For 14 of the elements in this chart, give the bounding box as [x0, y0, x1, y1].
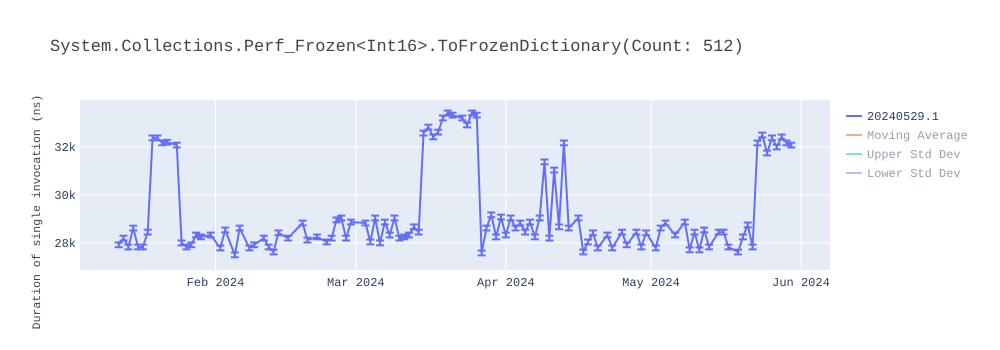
x-tick-label: Feb 2024 — [186, 276, 244, 290]
x-tick-label: Apr 2024 — [477, 276, 535, 290]
y-tick-label: 32k — [54, 140, 76, 155]
chart-title: System.Collections.Perf_Frozen<Int16>.ToFrozenDictionary(Count: 512) — [50, 38, 744, 57]
y-tick-label: 28k — [54, 236, 76, 251]
legend-label: Upper Std Dev — [867, 148, 961, 162]
y-tick-label: 30k — [54, 188, 76, 203]
legend-label: Lower Std Dev — [867, 167, 961, 181]
x-tick-label: Mar 2024 — [327, 276, 385, 290]
x-tick-label: Jun 2024 — [772, 276, 830, 290]
y-axis-title: Duration of single invocation (ns) — [31, 94, 44, 330]
legend-label: Moving Average — [867, 129, 968, 143]
legend-label: 20240529.1 — [867, 110, 940, 124]
x-tick-label: May 2024 — [622, 276, 680, 290]
